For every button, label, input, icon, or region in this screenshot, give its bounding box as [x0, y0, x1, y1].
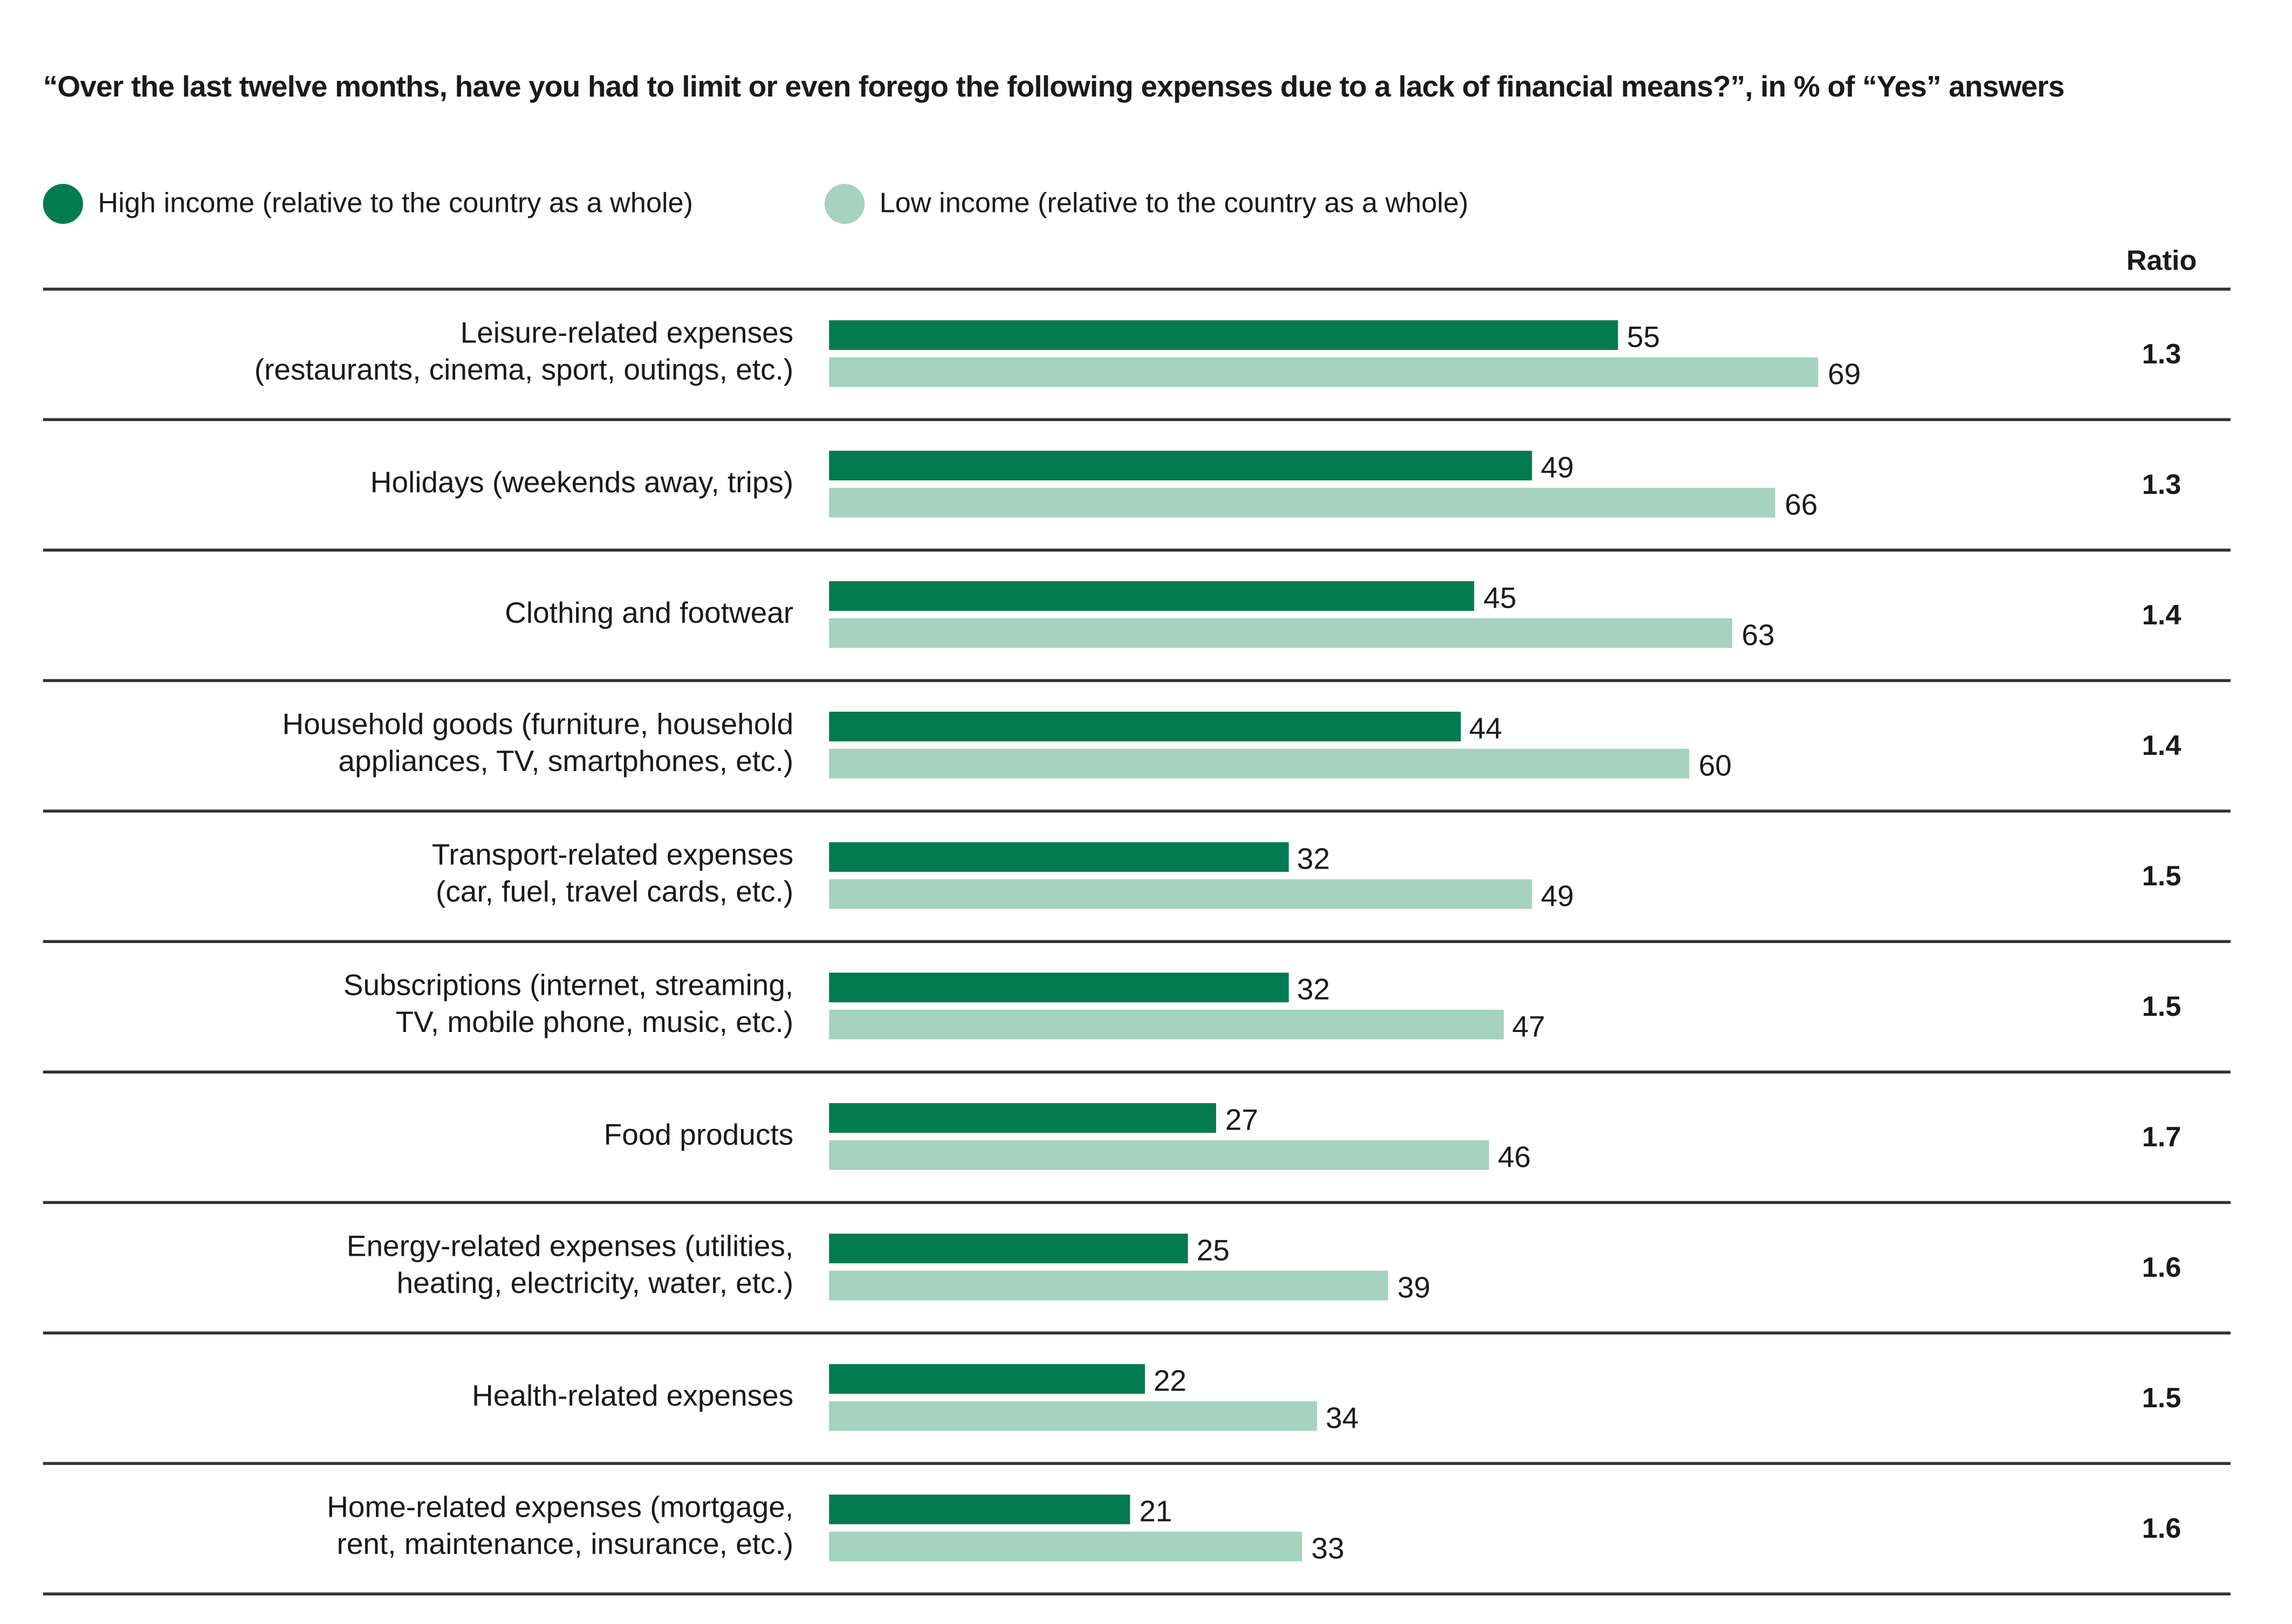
category-label: Health-related expenses [22, 1378, 793, 1415]
category-label-line: Transport-related expenses [431, 839, 794, 872]
chart-title: “Over the last twelve months, have you h… [43, 71, 2065, 104]
data-label-low-income: 66 [1785, 489, 1818, 522]
bar-low-income [829, 1270, 1389, 1300]
data-label-low-income: 63 [1741, 620, 1775, 652]
category-label-line: Health-related expenses [472, 1379, 794, 1413]
bar-low-income [829, 1531, 1303, 1561]
data-label-low-income: 33 [1311, 1533, 1344, 1566]
data-label-high-income: 21 [1139, 1496, 1172, 1529]
row-divider [43, 1070, 2231, 1073]
bar-high-income [829, 581, 1475, 611]
ratio-value: 1.5 [2142, 1383, 2181, 1415]
ratio-header: Ratio [2126, 246, 2197, 278]
row-divider [43, 1331, 2231, 1334]
bar-high-income [829, 1103, 1217, 1133]
ratio-value: 1.6 [2142, 1253, 2181, 1284]
row-divider [43, 1201, 2231, 1203]
bar-high-income [829, 451, 1532, 480]
category-label-line: Subscriptions (internet, streaming, [343, 969, 794, 1003]
row-divider [43, 418, 2231, 421]
category-label-line: (restaurants, cinema, sport, outings, et… [254, 354, 794, 387]
data-label-low-income: 39 [1397, 1272, 1431, 1305]
row-divider [43, 1462, 2231, 1464]
row-divider [43, 940, 2231, 942]
category-label: Subscriptions (internet, streaming, TV, m… [22, 968, 794, 1043]
bar-low-income [829, 879, 1532, 909]
bar-high-income [829, 973, 1288, 1002]
ratio-value: 1.4 [2142, 731, 2181, 762]
category-label-line: Household goods (furniture, household [282, 708, 794, 742]
bar-low-income [829, 618, 1733, 648]
bar-low-income [829, 748, 1690, 779]
bar-high-income [829, 320, 1618, 350]
bar-low-income [829, 1009, 1504, 1040]
category-label: Food products [22, 1117, 794, 1154]
legend-item-high-income: High income (relative to the country as … [43, 184, 693, 224]
data-label-high-income: 55 [1627, 321, 1660, 355]
row-divider [43, 1592, 2231, 1595]
category-label-line: appliances, TV, smartphones, etc.) [338, 746, 794, 779]
data-label-high-income: 27 [1225, 1104, 1259, 1138]
bar-high-income [829, 1234, 1188, 1263]
data-label-high-income: 44 [1469, 713, 1502, 746]
bar-low-income [829, 1401, 1317, 1431]
ratio-value: 1.6 [2142, 1513, 2181, 1545]
category-label: Household goods (furniture, household app… [22, 707, 793, 782]
data-label-high-income: 49 [1541, 452, 1574, 485]
data-label-low-income: 47 [1512, 1011, 1546, 1044]
row-divider [43, 287, 2231, 290]
row-divider [43, 548, 2231, 551]
ratio-value: 1.5 [2142, 861, 2181, 893]
data-label-high-income: 25 [1196, 1235, 1230, 1268]
data-label-high-income: 32 [1296, 843, 1330, 877]
legend-label-high-income: High income (relative to the country as … [98, 187, 694, 219]
bar-low-income [829, 487, 1776, 518]
bar-high-income [829, 842, 1288, 872]
legend-swatch-low-income [825, 184, 865, 224]
bar-low-income [829, 357, 1819, 387]
ratio-value: 1.3 [2142, 470, 2181, 501]
data-label-high-income: 45 [1483, 582, 1516, 616]
data-label-low-income: 49 [1541, 880, 1574, 913]
category-label-line: (car, fuel, travel cards, etc.) [435, 876, 794, 909]
category-label: Home-related expenses (mortgage, rent, ma… [22, 1490, 793, 1565]
ratio-value: 1.3 [2142, 339, 2181, 371]
category-label-line: Home-related expenses (mortgage, [327, 1491, 794, 1525]
ratio-value: 1.4 [2142, 600, 2181, 632]
data-label-low-income: 69 [1828, 359, 1861, 391]
category-label-line: TV, mobile phone, music, etc.) [395, 1007, 794, 1040]
data-label-low-income: 60 [1698, 750, 1732, 783]
category-label-line: heating, electricity, water, etc.) [396, 1268, 794, 1300]
category-label: Leisure-related expenses (restaurants, ci… [22, 316, 794, 390]
data-label-low-income: 46 [1498, 1141, 1531, 1174]
category-label: Clothing and footwear [22, 595, 793, 632]
category-label-line: Leisure-related expenses [460, 317, 794, 350]
category-label: Transport-related expenses (car, fuel, tr… [22, 838, 794, 912]
category-label-line: rent, maintenance, insurance, etc.) [337, 1529, 794, 1561]
bar-low-income [829, 1140, 1489, 1170]
category-label: Energy-related expenses (utilities, heati… [22, 1229, 793, 1304]
ratio-value: 1.7 [2142, 1122, 2181, 1154]
data-label-high-income: 32 [1296, 974, 1330, 1007]
category-label: Holidays (weekends away, trips) [22, 465, 794, 502]
row-divider [43, 809, 2231, 812]
category-label-line: Clothing and footwear [505, 596, 794, 630]
row-divider [43, 679, 2231, 682]
bar-high-income [829, 1495, 1130, 1524]
category-label-line: Holidays (weekends away, trips) [370, 466, 794, 499]
category-label-line: Energy-related expenses (utilities, [346, 1230, 794, 1264]
ratio-value: 1.5 [2142, 992, 2181, 1023]
data-label-high-income: 22 [1153, 1365, 1187, 1399]
category-label-line: Food products [603, 1118, 794, 1152]
bar-high-income [829, 1364, 1145, 1394]
legend-label-low-income: Low income (relative to the country as a… [879, 187, 1468, 219]
legend-swatch-high-income [43, 184, 83, 224]
legend-item-low-income: Low income (relative to the country as a… [825, 184, 1468, 224]
bar-high-income [829, 712, 1460, 741]
data-label-low-income: 34 [1326, 1402, 1359, 1435]
